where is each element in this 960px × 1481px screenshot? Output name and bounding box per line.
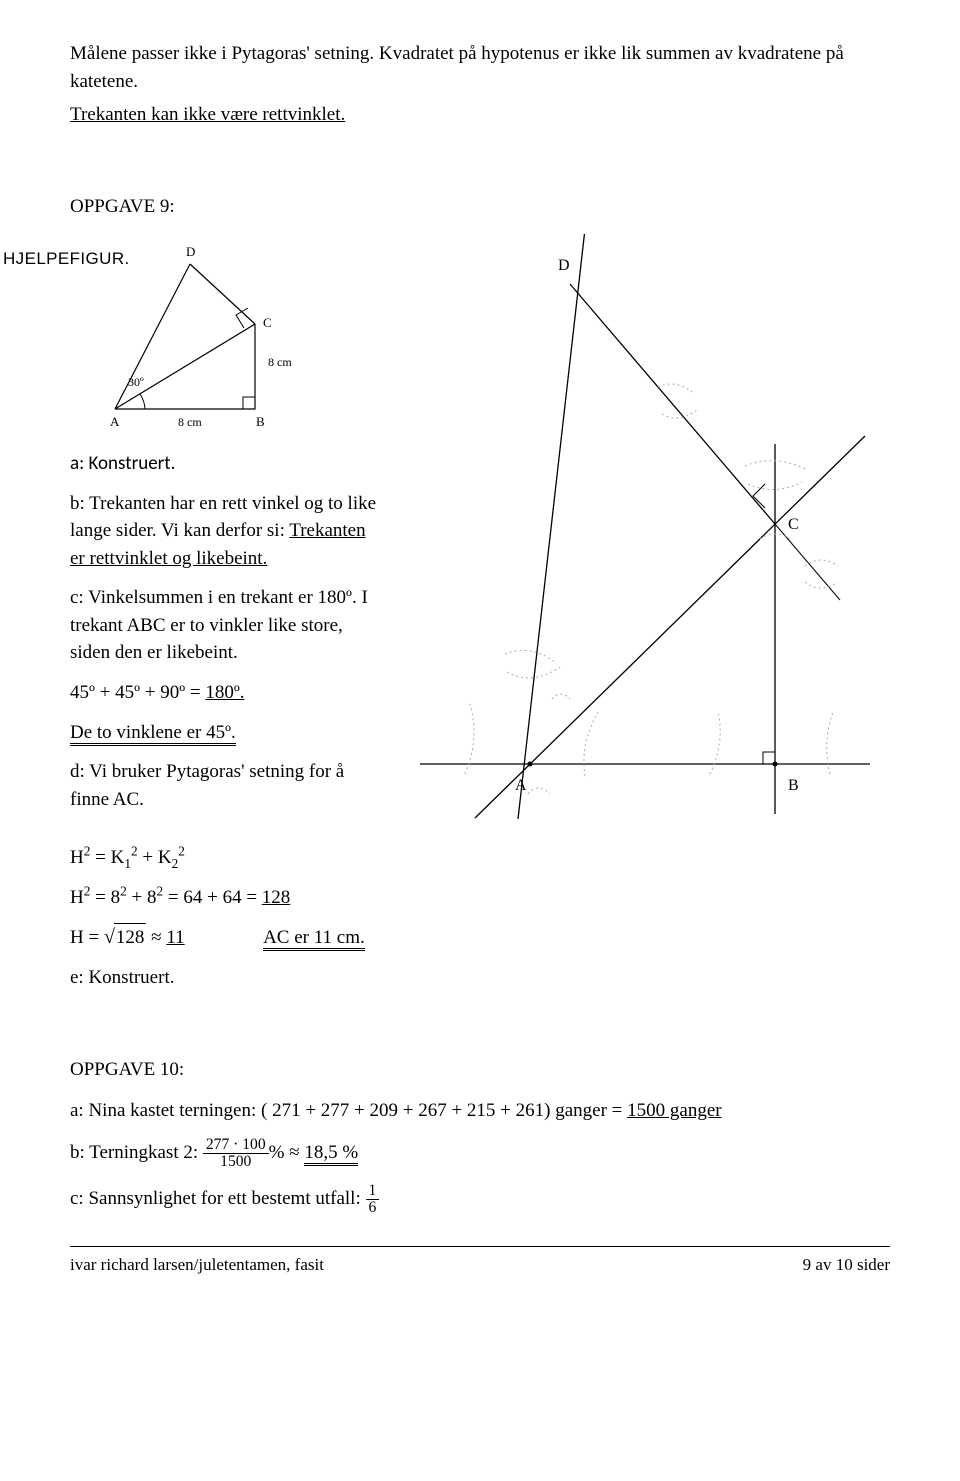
svg-text:C: C [788, 516, 799, 533]
svg-text:B: B [788, 777, 799, 794]
oppg9-c2: 45º + 45º + 90º = 180º. [70, 679, 380, 707]
svg-text:8 cm: 8 cm [268, 355, 292, 369]
footer-right: 9 av 10 sider [803, 1253, 890, 1278]
oppg9-a: a: Konstruert. [70, 450, 380, 478]
svg-text:8 cm: 8 cm [178, 415, 202, 429]
big-construction-svg: A B C D [410, 234, 880, 844]
oppg9-c3: De to vinklene er 45º. [70, 719, 380, 747]
oppg10-c: c: Sannsynlighet for ett bestemt utfall:… [70, 1183, 890, 1217]
oppg9-b: b: Trekanten har en rett vinkel og to li… [70, 490, 380, 573]
oppg9-e: e: Konstruert. [70, 964, 890, 992]
footer-left: ivar richard larsen/juletentamen, fasit [70, 1253, 324, 1278]
svg-text:A: A [515, 777, 527, 794]
intro-line-2: Trekanten kan ikke være rettvinklet. [70, 104, 345, 125]
svg-text:30º: 30º [128, 375, 144, 389]
oppgave-9-title: OPPGAVE 9: [70, 193, 890, 221]
oppg10-b: b: Terningkast 2: 277 · 1001500% ≈ 18,5 … [70, 1137, 890, 1171]
oppg9-c1: c: Vinkelsummen i en trekant er 180º. I … [70, 584, 380, 667]
svg-text:D: D [558, 257, 570, 274]
svg-text:A: A [110, 414, 120, 429]
oppgave-10-title: OPPGAVE 10: [70, 1056, 890, 1084]
oppg9-d2: H2 = K12 + K22 [70, 844, 890, 872]
oppg9-d3: H2 = 82 + 82 = 64 + 64 = 128 [70, 884, 890, 912]
help-figure-svg: HJELPEFIGUR. 30º A B C D 8 cm [0, 234, 360, 444]
svg-text:B: B [256, 414, 265, 429]
oppg9-d4: H = 128 ≈ 11 AC er 11 cm. [70, 923, 890, 952]
svg-text:HJELPEFIGUR.: HJELPEFIGUR. [3, 249, 130, 268]
oppg9-d1: d: Vi bruker Pytagoras' setning for å fi… [70, 758, 380, 813]
svg-text:C: C [263, 315, 272, 330]
svg-text:D: D [186, 244, 195, 259]
intro-line-1: Målene passer ikke i Pytagoras' setning.… [70, 40, 890, 95]
oppg10-a: a: Nina kastet terningen: ( 271 + 277 + … [70, 1097, 890, 1125]
